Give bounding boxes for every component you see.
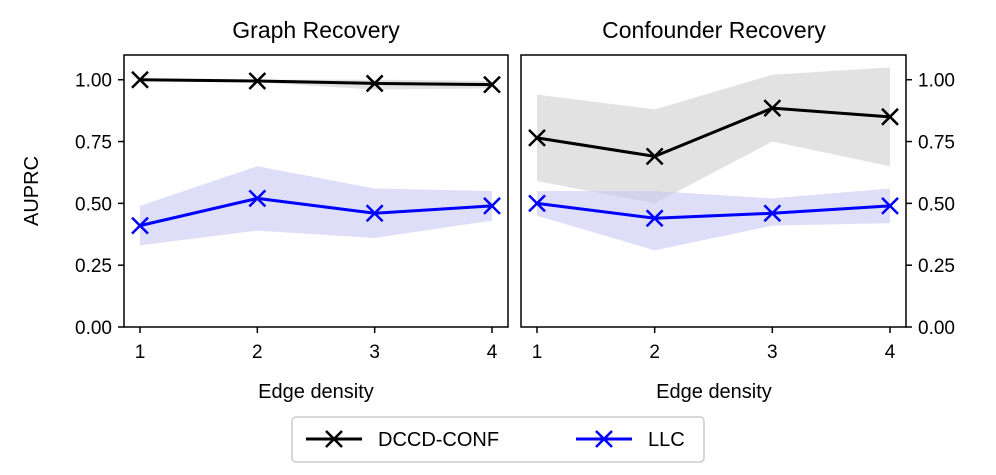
x-tick-label-graph-recovery-1: 1 (135, 342, 146, 363)
y-tick-label-graph-recovery-2: 0.50 (75, 194, 112, 215)
x-tick-label-confounder-recovery-2: 2 (649, 342, 660, 363)
panel-confounder-recovery: Confounder Recovery Edge density 1 2 3 4 0.0… (521, 17, 955, 403)
legend: DCCD-CONF LLC (292, 417, 704, 462)
y-tick-label-confounder-recovery-3: 0.75 (918, 133, 955, 154)
x-tick-label-confounder-recovery-3: 3 (767, 342, 778, 363)
plot-area-confounder-recovery (529, 67, 898, 250)
panel-title-graph-recovery: Graph Recovery (232, 17, 400, 43)
y-tick-label-graph-recovery-3: 0.75 (75, 133, 112, 154)
y-tick-label-confounder-recovery-2: 0.50 (918, 194, 955, 215)
y-tick-label-graph-recovery-4: 1.00 (75, 71, 112, 92)
x-axis-label-graph-recovery: Edge density (258, 381, 374, 403)
legend-label-dccd-conf: DCCD-CONF (378, 429, 499, 451)
x-tick-label-confounder-recovery-4: 4 (885, 342, 896, 363)
x-tick-label-graph-recovery-3: 3 (369, 342, 380, 363)
y-tick-label-confounder-recovery-4: 1.00 (918, 71, 955, 92)
x-tick-label-confounder-recovery-1: 1 (532, 342, 543, 363)
x-tick-label-graph-recovery-2: 2 (252, 342, 263, 363)
x-tick-label-graph-recovery-4: 4 (487, 342, 498, 363)
band-llc-confounder-recovery (537, 189, 890, 251)
y-tick-label-graph-recovery-0: 0.00 (75, 318, 112, 339)
panel-title-confounder-recovery: Confounder Recovery (602, 17, 826, 43)
y-tick-label-confounder-recovery-1: 0.25 (918, 256, 955, 277)
y-tick-label-graph-recovery-1: 0.25 (75, 256, 112, 277)
y-tick-label-confounder-recovery-0: 0.00 (918, 318, 955, 339)
plot-area-graph-recovery (132, 72, 500, 246)
legend-label-llc: LLC (648, 429, 685, 451)
panel-graph-recovery: Graph Recovery Edge density AUPRC 1 2 3 4 0.… (21, 17, 508, 403)
y-axis-label-graph-recovery: AUPRC (21, 156, 43, 226)
band-dccd-conf-confounder-recovery (537, 67, 890, 203)
x-axis-label-confounder-recovery: Edge density (656, 381, 772, 403)
